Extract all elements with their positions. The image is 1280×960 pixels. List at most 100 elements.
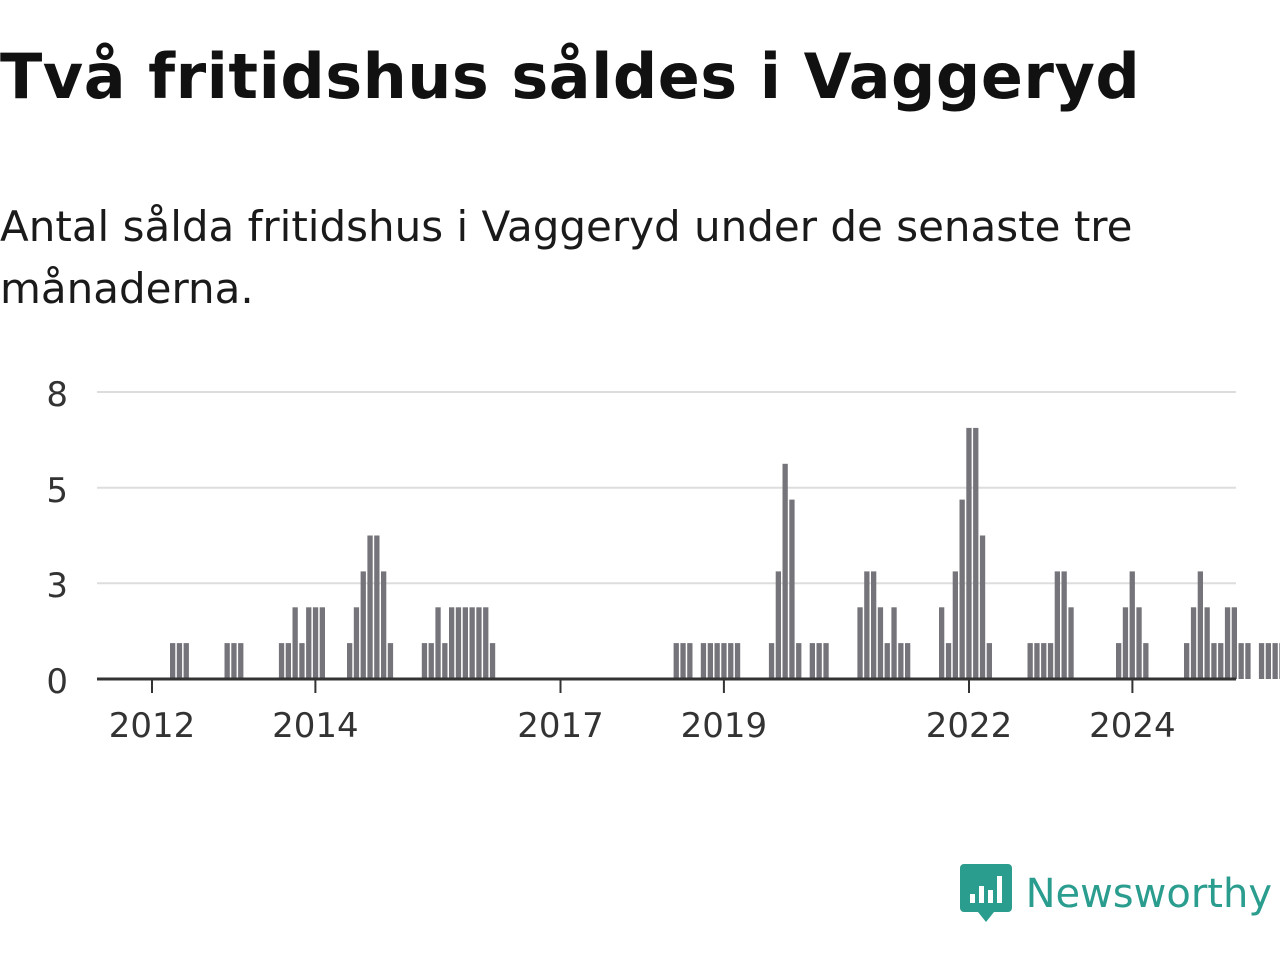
bar — [714, 643, 720, 679]
bar — [864, 571, 870, 679]
bar — [374, 535, 380, 679]
bar — [823, 643, 829, 679]
bar — [952, 571, 958, 679]
y-tick-label: 0 — [46, 662, 68, 702]
bar — [224, 643, 230, 679]
bar — [285, 643, 291, 679]
bar — [1116, 643, 1122, 679]
bar — [1258, 643, 1265, 679]
bar — [421, 643, 428, 679]
bar — [1184, 643, 1190, 679]
bar — [768, 643, 775, 679]
bar — [939, 607, 945, 680]
bar — [176, 643, 183, 679]
bar — [449, 607, 455, 680]
bar-chart: 03582201220142017201920222024 — [46, 375, 1280, 746]
bar — [707, 643, 713, 679]
bar — [871, 571, 877, 679]
bar — [360, 571, 366, 679]
brand-name: Newsworthy — [1025, 871, 1272, 917]
x-tick-label: 2017 — [517, 706, 604, 746]
bar — [312, 607, 319, 680]
bar — [796, 643, 802, 679]
bar — [857, 607, 863, 680]
bar — [680, 643, 686, 679]
bar — [483, 607, 489, 680]
bar — [1224, 607, 1231, 680]
bar — [1136, 607, 1142, 680]
bar — [1197, 571, 1203, 679]
brand-logo: Newsworthy — [959, 864, 1272, 924]
bar — [877, 607, 884, 680]
bar — [183, 643, 189, 679]
bar — [898, 643, 904, 679]
bar — [1129, 571, 1135, 679]
bar — [775, 571, 781, 679]
bar — [700, 643, 707, 679]
bar — [435, 607, 441, 680]
x-tick-label: 2014 — [272, 706, 359, 746]
x-tick-label: 2019 — [681, 706, 768, 746]
bar — [1143, 643, 1149, 679]
bar — [1034, 643, 1040, 679]
bar — [979, 535, 986, 679]
bar — [1068, 607, 1074, 680]
bar — [966, 427, 972, 679]
newsworthy-logo-icon — [959, 864, 1012, 922]
bar — [945, 643, 952, 679]
bar — [673, 643, 679, 679]
bar — [1204, 607, 1210, 680]
chart-title: Två fritidshus såldes i Vaggeryd — [0, 40, 1141, 113]
bar — [973, 427, 979, 679]
x-tick-label: 2012 — [109, 706, 196, 746]
bar — [442, 643, 448, 679]
bar — [782, 463, 788, 680]
bar — [1061, 571, 1067, 679]
bar — [1211, 643, 1217, 679]
chart-subtitle: Antal sålda fritidshus i Vaggeryd under … — [0, 202, 1133, 313]
bar — [381, 571, 387, 679]
bar — [299, 643, 305, 679]
bar — [1265, 643, 1271, 679]
bar — [387, 643, 394, 679]
bar — [170, 643, 176, 679]
bar — [476, 607, 482, 680]
bar — [816, 643, 822, 679]
bar — [489, 643, 496, 679]
bar — [306, 607, 312, 680]
bar — [1238, 643, 1244, 679]
bar — [238, 643, 244, 679]
bar — [231, 643, 237, 679]
bar — [469, 607, 475, 680]
bar — [789, 499, 795, 679]
bar — [884, 643, 890, 679]
bar — [455, 607, 462, 680]
y-tick-label: 5 — [46, 471, 68, 511]
bar — [905, 643, 911, 679]
x-tick-label: 2022 — [926, 706, 1013, 746]
x-tick-label: 2024 — [1089, 706, 1176, 746]
bar — [319, 607, 325, 680]
bar — [1245, 643, 1251, 679]
bar — [1122, 607, 1129, 680]
bar — [891, 607, 897, 680]
bar — [721, 643, 727, 679]
bar — [367, 535, 373, 679]
y-tick-label: 3 — [46, 566, 68, 606]
bar — [462, 607, 468, 680]
bar — [278, 643, 285, 679]
bar — [1218, 643, 1224, 679]
y-tick-label: 8 — [46, 375, 68, 415]
bar — [428, 643, 434, 679]
bar — [1047, 643, 1054, 679]
bar — [986, 643, 992, 679]
bar — [809, 643, 815, 679]
bar — [687, 643, 693, 679]
bar — [734, 643, 741, 679]
bar — [959, 499, 965, 679]
bar — [1272, 643, 1278, 679]
bar — [1027, 643, 1033, 679]
bar — [1190, 607, 1197, 680]
bar — [292, 607, 298, 680]
bar — [1231, 607, 1237, 680]
